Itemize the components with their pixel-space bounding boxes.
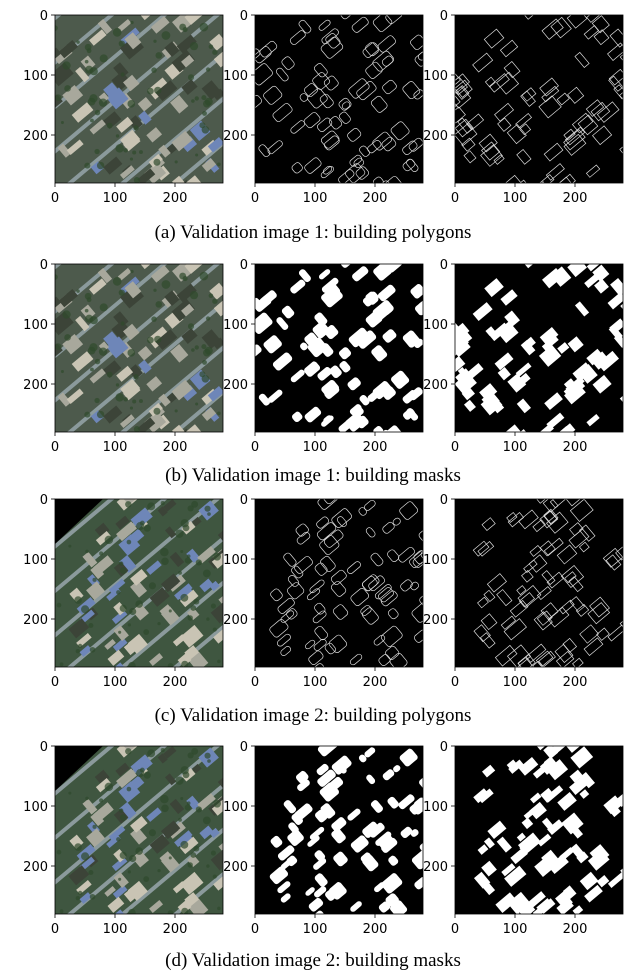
x-tick-label: 100: [503, 675, 528, 690]
y-tick-label: 100: [23, 318, 48, 333]
figure: 0 100 200 0 100 200 0 100 200 0 100 200 0 100 200 0 100 2…: [0, 0, 627, 980]
caption: (c) Validation image 2: building polygon…: [155, 705, 472, 726]
x-tick-label: 0: [251, 440, 259, 455]
panel: 0 100 200 0 100 200: [408, 0, 627, 243]
y-tick-label: 100: [423, 553, 448, 568]
image-bg: [255, 15, 423, 183]
x-tick-label: 100: [303, 191, 328, 206]
y-tick-label: 0: [440, 258, 448, 273]
x-tick-label: 0: [251, 922, 259, 937]
y-tick-label: 0: [440, 493, 448, 508]
page: 0 100 200 0 100 200 0 100 200 0 100 200 0 100 200 0 100 2…: [0, 0, 627, 980]
y-tick-label: 200: [23, 613, 48, 628]
x-tick-label: 100: [303, 922, 328, 937]
x-tick-label: 100: [103, 675, 128, 690]
y-tick-label: 0: [40, 493, 48, 508]
x-tick-label: 200: [563, 191, 588, 206]
y-tick-label: 200: [423, 129, 448, 144]
y-tick-label: 200: [23, 860, 48, 875]
y-tick-label: 100: [23, 800, 48, 815]
y-tick-label: 100: [423, 800, 448, 815]
x-tick-label: 100: [103, 191, 128, 206]
x-tick-label: 0: [451, 191, 459, 206]
x-tick-label: 0: [51, 440, 59, 455]
y-tick-label: 200: [23, 129, 48, 144]
x-tick-label: 100: [103, 922, 128, 937]
y-tick-label: 100: [223, 553, 248, 568]
x-tick-label: 200: [563, 922, 588, 937]
y-tick-label: 200: [223, 613, 248, 628]
x-tick-label: 0: [451, 440, 459, 455]
y-tick-label: 200: [423, 860, 448, 875]
x-tick-label: 0: [51, 191, 59, 206]
y-tick-label: 200: [223, 378, 248, 393]
y-tick-label: 100: [23, 69, 48, 84]
panel: 0 100 200 0 100 200: [210, 691, 491, 971]
panel: 0 100 200 0 100 200: [208, 206, 493, 490]
y-tick-label: 0: [240, 258, 248, 273]
y-tick-label: 100: [423, 69, 448, 84]
x-tick-label: 200: [363, 675, 388, 690]
x-tick-label: 100: [303, 675, 328, 690]
caption: (b) Validation image 1: building masks: [165, 465, 461, 486]
x-tick-label: 200: [163, 922, 188, 937]
panel: 0 100 200 0 100 200: [408, 208, 627, 492]
image-bg: [455, 499, 623, 667]
x-tick-label: 0: [451, 675, 459, 690]
x-tick-label: 200: [363, 191, 388, 206]
x-tick-label: 100: [303, 440, 328, 455]
x-tick-label: 0: [51, 922, 59, 937]
y-tick-label: 100: [223, 800, 248, 815]
y-tick-label: 100: [23, 553, 48, 568]
y-tick-label: 0: [240, 493, 248, 508]
caption: (a) Validation image 1: building polygon…: [155, 222, 472, 243]
y-tick-label: 200: [423, 378, 448, 393]
y-tick-label: 200: [223, 129, 248, 144]
x-tick-label: 200: [163, 675, 188, 690]
y-tick-label: 100: [423, 318, 448, 333]
y-tick-label: 0: [40, 740, 48, 755]
panel: 0 100 200 0 100 200: [412, 702, 627, 967]
x-tick-label: 0: [251, 191, 259, 206]
x-tick-label: 100: [503, 191, 528, 206]
panel: 0 100 200 0 100 200: [208, 0, 493, 242]
x-tick-label: 0: [51, 675, 59, 690]
caption: (d) Validation image 2: building masks: [165, 950, 461, 971]
x-tick-label: 0: [451, 922, 459, 937]
x-tick-label: 200: [563, 675, 588, 690]
y-tick-label: 0: [40, 258, 48, 273]
x-tick-label: 0: [251, 675, 259, 690]
x-tick-label: 200: [563, 440, 588, 455]
x-tick-label: 200: [363, 440, 388, 455]
x-tick-label: 200: [363, 922, 388, 937]
y-tick-label: 200: [423, 613, 448, 628]
y-tick-label: 0: [240, 9, 248, 24]
y-tick-label: 100: [223, 69, 248, 84]
y-tick-label: 200: [23, 378, 48, 393]
y-tick-label: 100: [223, 318, 248, 333]
x-tick-label: 100: [503, 440, 528, 455]
y-tick-label: 0: [440, 9, 448, 24]
x-tick-label: 200: [163, 440, 188, 455]
image: [408, 0, 627, 243]
panel: 0 100 200 0 100 200: [412, 455, 627, 720]
x-tick-label: 100: [503, 922, 528, 937]
image-bg: [455, 15, 623, 183]
x-tick-label: 200: [163, 191, 188, 206]
y-tick-label: 0: [40, 9, 48, 24]
y-tick-label: 0: [440, 740, 448, 755]
y-tick-label: 0: [240, 740, 248, 755]
x-tick-label: 100: [103, 440, 128, 455]
y-tick-label: 200: [223, 860, 248, 875]
